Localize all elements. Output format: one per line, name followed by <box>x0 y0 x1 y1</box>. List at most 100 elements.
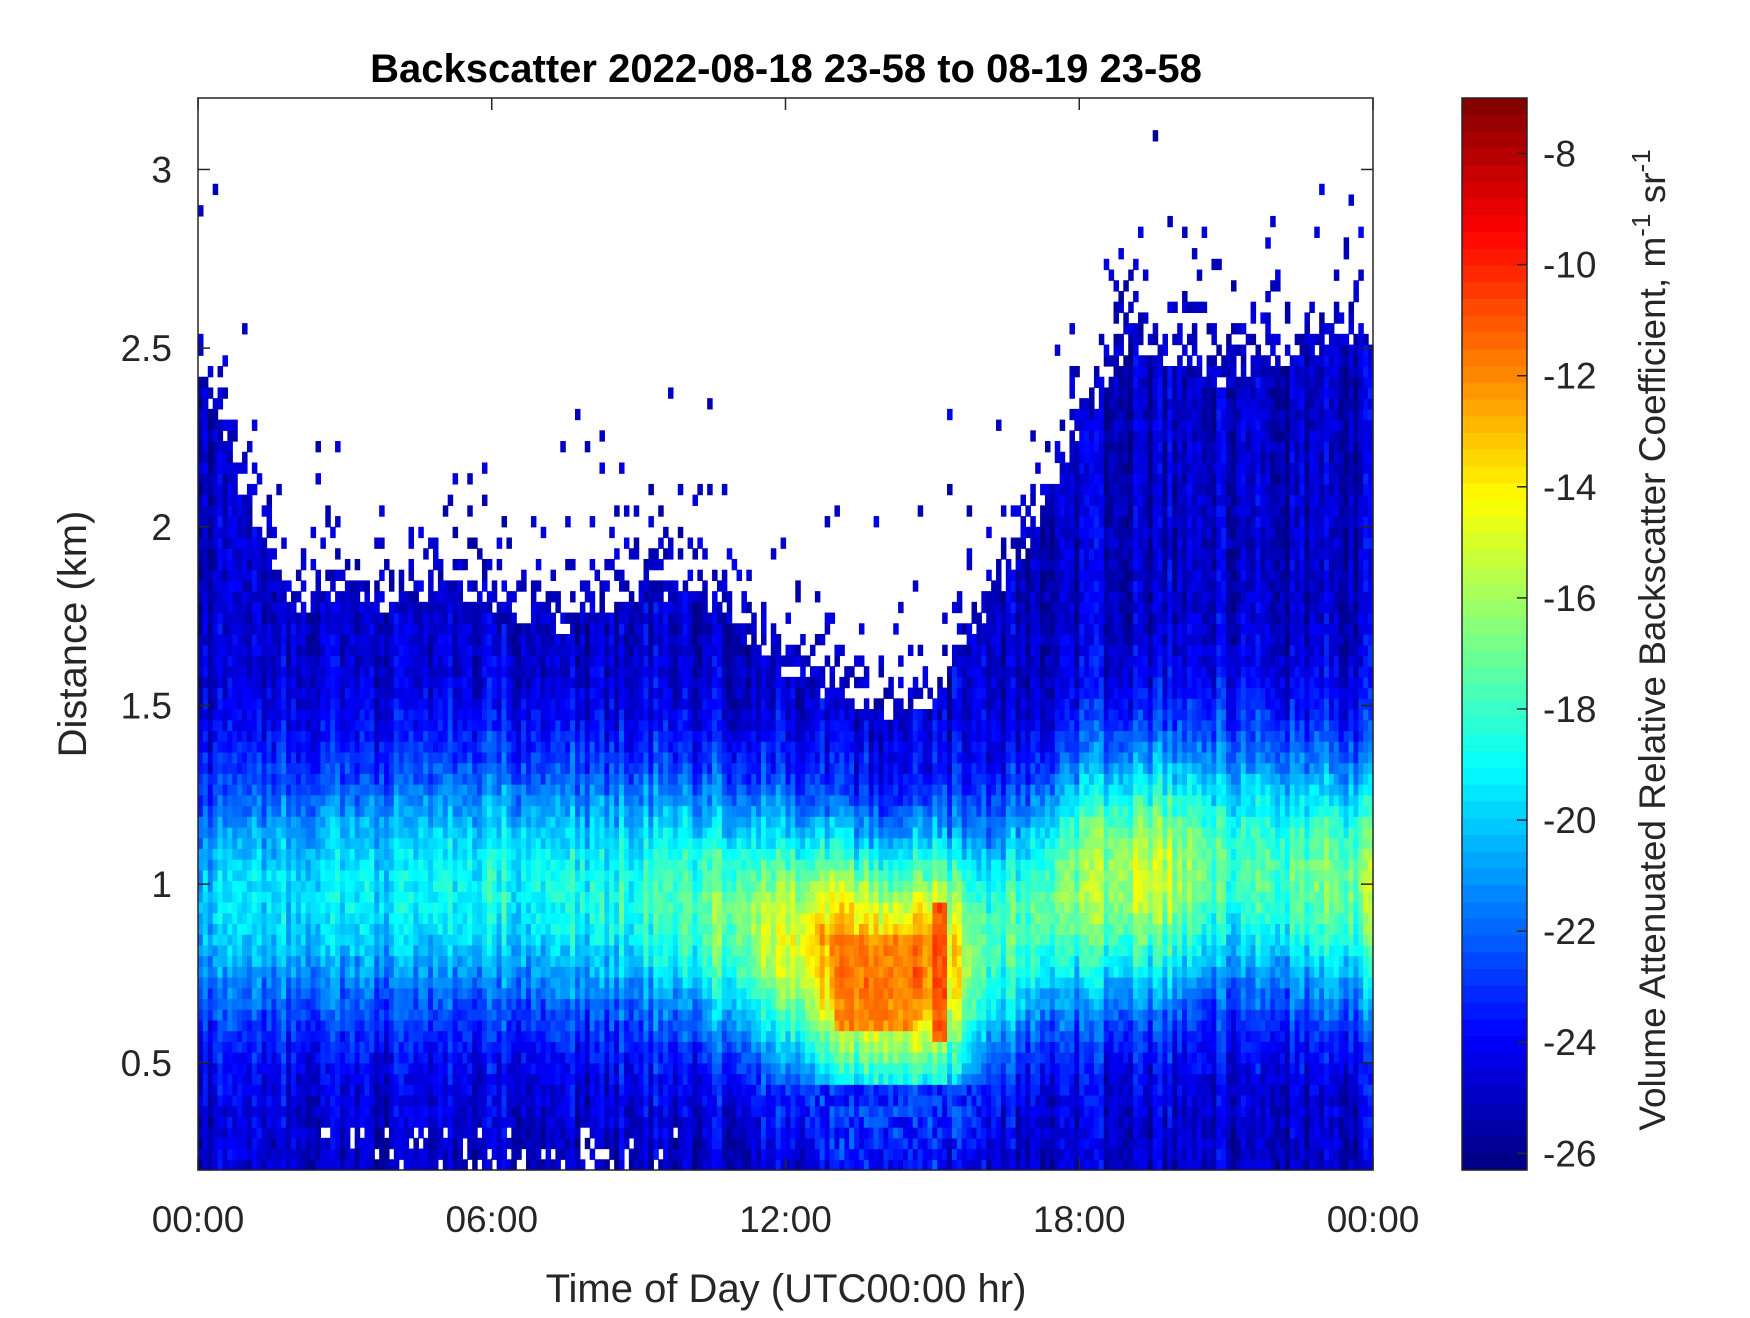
heatmap-cell <box>403 826 410 839</box>
heatmap-cell <box>261 762 268 774</box>
heatmap-cell <box>408 741 415 753</box>
heatmap-cell <box>477 987 483 1000</box>
heatmap-cell <box>609 730 615 742</box>
heatmap-cell <box>261 580 268 592</box>
heatmap-cell <box>276 676 282 689</box>
heatmap-cell <box>565 784 571 796</box>
heatmap-cell <box>266 1137 273 1150</box>
heatmap-cell <box>398 848 405 860</box>
heatmap-cell <box>339 709 346 721</box>
heatmap-cell <box>227 934 233 946</box>
heatmap-cell <box>423 934 429 946</box>
heatmap-cell <box>339 934 346 946</box>
heatmap-cell <box>413 719 419 732</box>
heatmap-cell <box>428 987 434 1000</box>
heatmap-cell <box>540 1041 547 1053</box>
heatmap-cell <box>271 1159 277 1171</box>
heatmap-cell <box>291 591 297 603</box>
heatmap-cell <box>217 387 224 399</box>
heatmap-cell <box>418 655 424 667</box>
heatmap-cell <box>413 966 419 978</box>
heatmap-cell <box>594 966 601 978</box>
heatmap-cell <box>447 1148 454 1160</box>
heatmap-cell <box>364 880 370 892</box>
heatmap-cell <box>222 869 228 882</box>
heatmap-cell <box>535 869 542 882</box>
heatmap-cell <box>599 580 605 592</box>
heatmap-cell <box>310 1052 317 1064</box>
heatmap-cell <box>555 634 561 646</box>
heatmap-cell <box>276 1030 282 1042</box>
heatmap-cell <box>251 601 258 614</box>
heatmap-cell <box>506 859 512 871</box>
heatmap-cell <box>462 655 468 667</box>
heatmap-cell <box>433 1030 439 1042</box>
heatmap-cell <box>491 709 498 721</box>
heatmap-cell <box>437 826 444 839</box>
heatmap-cell <box>300 816 307 828</box>
heatmap-cell <box>570 1127 576 1139</box>
heatmap-cell <box>227 966 233 978</box>
heatmap-cell <box>521 966 527 978</box>
heatmap-cell <box>555 698 561 710</box>
heatmap-cell <box>433 837 439 849</box>
heatmap-cell <box>560 944 566 957</box>
heatmap-cell <box>501 1062 508 1075</box>
heatmap-cell <box>526 634 532 646</box>
heatmap-cell <box>335 955 341 967</box>
heatmap-cell <box>433 826 439 839</box>
heatmap-cell <box>354 966 361 978</box>
heatmap-cell <box>413 923 419 935</box>
heatmap-cell <box>413 805 419 817</box>
heatmap-cell <box>530 848 537 860</box>
heatmap-cell <box>570 1116 576 1128</box>
heatmap-cell <box>232 591 238 603</box>
heatmap-cell <box>403 934 410 946</box>
heatmap-cell <box>511 816 517 828</box>
heatmap-cell <box>457 987 463 1000</box>
heatmap-cell <box>447 623 454 635</box>
heatmap-cell <box>398 741 405 753</box>
heatmap-cell <box>423 1052 429 1064</box>
heatmap-cell <box>535 998 542 1010</box>
heatmap-cell <box>584 644 591 657</box>
heatmap-cell <box>315 848 321 860</box>
heatmap-cell <box>369 698 375 710</box>
heatmap-cell <box>408 912 415 925</box>
heatmap-cell <box>560 794 566 807</box>
heatmap-cell <box>217 526 224 539</box>
heatmap-cell <box>212 591 219 603</box>
heatmap-cell <box>320 1073 326 1085</box>
heatmap-cell <box>506 1062 512 1075</box>
heatmap-cell <box>594 837 601 849</box>
heatmap-cell <box>511 944 517 957</box>
heatmap-cell <box>217 709 224 721</box>
heatmap-cell <box>266 955 273 967</box>
heatmap-cell <box>246 1073 253 1085</box>
heatmap-cell <box>491 816 498 828</box>
heatmap-cell <box>325 966 331 978</box>
heatmap-cell <box>217 1137 224 1150</box>
heatmap-cell <box>359 998 366 1010</box>
heatmap-cell <box>256 773 263 785</box>
heatmap-cell <box>227 1137 233 1150</box>
heatmap-cell <box>433 998 439 1010</box>
heatmap-cell <box>452 1094 459 1107</box>
heatmap-cell <box>545 816 552 828</box>
heatmap-cell <box>266 666 273 678</box>
heatmap-cell <box>242 934 248 946</box>
heatmap-cell <box>594 784 601 796</box>
heatmap-cell <box>320 1019 326 1032</box>
heatmap-cell <box>261 1019 268 1032</box>
heatmap-cell <box>242 526 248 539</box>
heatmap-cell <box>570 1009 576 1021</box>
heatmap-cell <box>560 805 566 817</box>
heatmap-cell <box>251 751 258 764</box>
heatmap-cell <box>560 880 566 892</box>
heatmap-cell <box>217 1105 224 1117</box>
heatmap-cell <box>584 977 591 989</box>
heatmap-cell <box>222 526 228 539</box>
heatmap-cell <box>623 944 630 957</box>
heatmap-cell <box>452 805 459 817</box>
heatmap-cell <box>325 687 331 699</box>
